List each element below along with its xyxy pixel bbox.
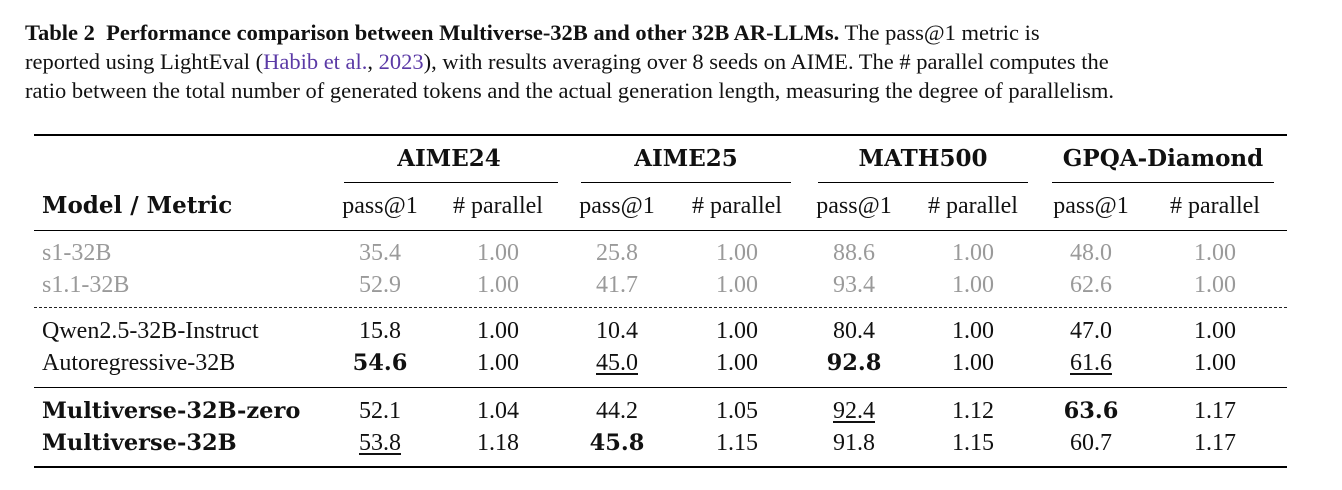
table-cell: 93.4	[833, 272, 875, 298]
table-cell: 88.6	[833, 240, 875, 266]
table-cell: 1.00	[1194, 240, 1236, 266]
table-cell: 1.00	[477, 240, 519, 266]
table-dashed-rule	[34, 307, 1287, 308]
table-cell: 1.00	[716, 272, 758, 298]
math500-cmidrule	[818, 182, 1028, 183]
table-bottom-rule	[34, 466, 1287, 468]
table-cell: 15.8	[359, 318, 401, 344]
table-cell: 10.4	[596, 318, 638, 344]
table-header-rule	[34, 230, 1287, 231]
row-model-name: s1.1-32B	[42, 272, 130, 298]
table-cell: 1.18	[477, 430, 519, 456]
aime25-cmidrule	[581, 182, 791, 183]
table-cell: 1.15	[716, 430, 758, 456]
benchmark-gpqa-diamond: GPQA-Diamond	[1062, 145, 1264, 172]
metric-header: pass@1	[1053, 193, 1129, 219]
table-cell: 53.8	[359, 430, 401, 456]
table-cell: 1.00	[716, 318, 758, 344]
benchmark-aime24: AIME24	[397, 145, 501, 172]
table-cell: 52.1	[359, 398, 401, 424]
caption-text-1: The pass@1 metric is	[844, 20, 1040, 45]
metric-header: pass@1	[816, 193, 892, 219]
benchmark-math500: MATH500	[858, 145, 988, 172]
caption-line-2: reported using LightEval (Habib et al., …	[25, 47, 1290, 76]
table-cell: 63.6	[1063, 398, 1119, 424]
metric-header: # parallel	[453, 193, 543, 219]
table-cell: 1.12	[952, 398, 994, 424]
table-cell: 1.00	[477, 272, 519, 298]
metric-header: pass@1	[579, 193, 655, 219]
citation-separator: ,	[367, 49, 379, 74]
gpqa-cmidrule	[1052, 182, 1274, 183]
table-cell: 52.9	[359, 272, 401, 298]
table-cell: 80.4	[833, 318, 875, 344]
citation-author-link[interactable]: Habib et al.	[263, 49, 368, 74]
table-cell: 1.00	[477, 318, 519, 344]
table-cell: 60.7	[1070, 430, 1112, 456]
table-cell: 92.4	[833, 398, 875, 424]
table-cell: 1.00	[716, 350, 758, 376]
table-cell: 41.7	[596, 272, 638, 298]
table-cell: 45.8	[589, 430, 645, 456]
table-cell: 1.00	[952, 318, 994, 344]
metric-header: # parallel	[692, 193, 782, 219]
table-top-rule	[34, 134, 1287, 136]
table-cell: 1.00	[952, 272, 994, 298]
table-cell: 44.2	[596, 398, 638, 424]
table-cell: 1.00	[952, 240, 994, 266]
table-cell: 1.05	[716, 398, 758, 424]
citation-year-link[interactable]: 2023	[378, 49, 424, 74]
table-cell: 1.00	[1194, 318, 1236, 344]
caption-label: Table 2	[25, 20, 95, 45]
caption-line-1: Table 2 Performance comparison between M…	[25, 18, 1290, 47]
table-cell: 25.8	[596, 240, 638, 266]
table-cell: 1.17	[1194, 430, 1236, 456]
caption-line-3: ratio between the total number of genera…	[25, 78, 1114, 103]
table-cell: 54.6	[352, 350, 408, 376]
metric-header: pass@1	[342, 193, 418, 219]
table-cell: 47.0	[1070, 318, 1112, 344]
table-section-rule	[34, 387, 1287, 388]
table-cell: 1.00	[716, 240, 758, 266]
table-cell: 48.0	[1070, 240, 1112, 266]
aime24-cmidrule	[344, 182, 558, 183]
table-cell: 1.00	[1194, 350, 1236, 376]
metric-header: # parallel	[1170, 193, 1260, 219]
table-caption: Table 2 Performance comparison between M…	[25, 18, 1290, 105]
caption-text-2b: ), with results averaging over 8 seeds o…	[423, 49, 1109, 74]
table-cell: 35.4	[359, 240, 401, 266]
row-model-name: Qwen2.5-32B-Instruct	[42, 318, 259, 344]
table-cell: 1.00	[477, 350, 519, 376]
table-cell: 1.17	[1194, 398, 1236, 424]
row-model-name: Multiverse-32B	[42, 430, 237, 456]
table-cell: 1.04	[477, 398, 519, 424]
table-cell: 1.00	[952, 350, 994, 376]
row-model-name: Multiverse-32B-zero	[42, 398, 301, 424]
table-cell: 91.8	[833, 430, 875, 456]
caption-text-2a: reported using LightEval (	[25, 49, 264, 74]
table-cell: 45.0	[596, 350, 638, 376]
table-cell: 1.00	[1194, 272, 1236, 298]
caption-title: Performance comparison between Multivers…	[106, 20, 840, 45]
benchmark-aime25: AIME25	[634, 145, 738, 172]
row-model-name: Autoregressive-32B	[42, 350, 236, 376]
model-metric-header: Model / Metric	[42, 192, 233, 219]
table-cell: 1.15	[952, 430, 994, 456]
table-cell: 61.6	[1070, 350, 1112, 376]
row-model-name: s1-32B	[42, 240, 112, 266]
table-cell: 62.6	[1070, 272, 1112, 298]
table-cell: 92.8	[826, 350, 882, 376]
metric-header: # parallel	[928, 193, 1018, 219]
